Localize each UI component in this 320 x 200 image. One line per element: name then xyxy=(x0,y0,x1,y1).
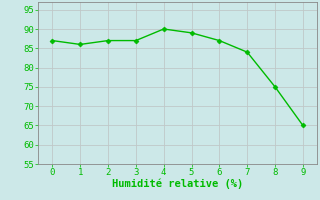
X-axis label: Humidité relative (%): Humidité relative (%) xyxy=(112,179,243,189)
